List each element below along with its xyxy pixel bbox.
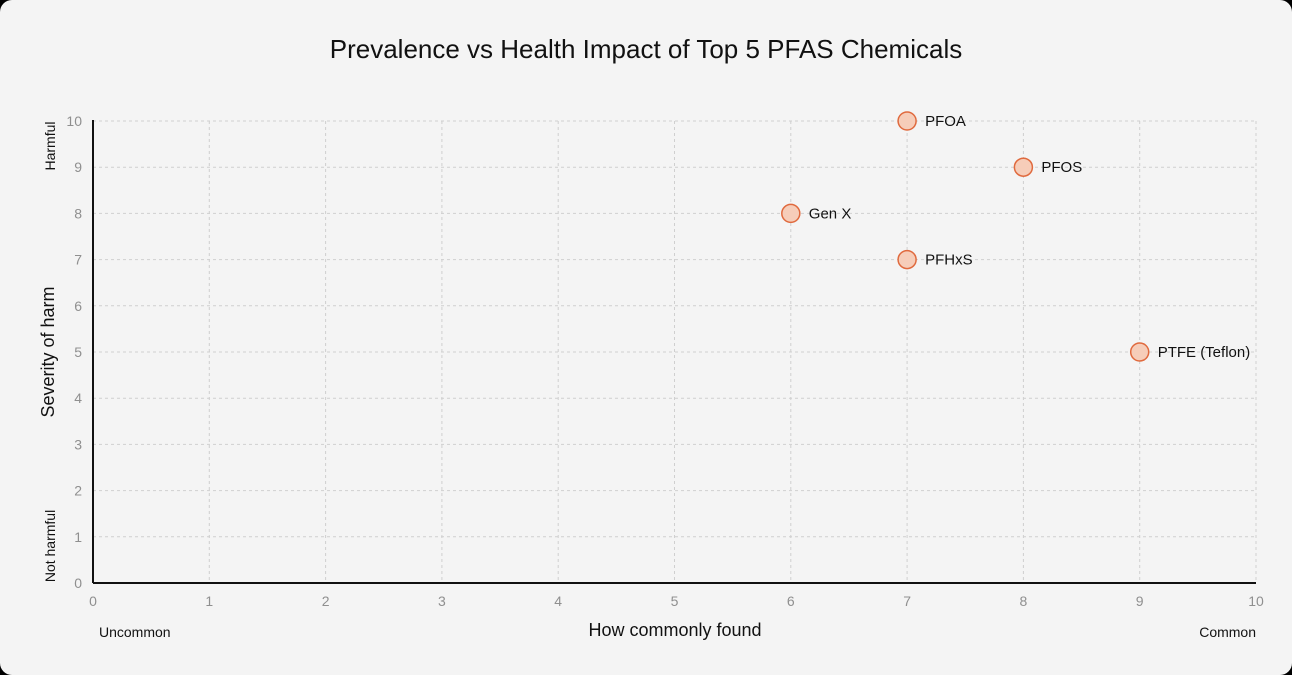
data-point xyxy=(1129,342,1150,362)
x-tick-label: 0 xyxy=(89,593,97,609)
chart-title: Prevalence vs Health Impact of Top 5 PFA… xyxy=(330,34,962,64)
data-point xyxy=(897,249,917,270)
x-tick-label: 5 xyxy=(671,593,679,609)
y-tick-label: 5 xyxy=(74,344,82,360)
data-point xyxy=(1013,157,1034,177)
x-tick-label: 10 xyxy=(1248,593,1264,609)
data-point-label: Gen X xyxy=(809,205,852,222)
data-point-group: PFOS xyxy=(1013,157,1082,177)
data-point-group: PTFE (Teflon) xyxy=(1129,342,1251,362)
data-point-label: PFOA xyxy=(925,113,966,130)
y-axis-high-label: Harmful xyxy=(42,121,58,170)
x-tick-label: 4 xyxy=(554,593,562,609)
x-axis-high-label: Common xyxy=(1199,624,1256,640)
data-point-label: PFOS xyxy=(1041,159,1082,176)
x-tick-label: 7 xyxy=(903,593,911,609)
y-tick-label: 4 xyxy=(74,390,82,406)
y-tick-label: 6 xyxy=(74,298,82,314)
grid xyxy=(93,120,1257,583)
x-tick-label: 9 xyxy=(1136,593,1144,609)
axes xyxy=(92,120,1256,584)
data-point-label: PTFE (Teflon) xyxy=(1158,344,1251,361)
x-tick-label: 1 xyxy=(205,593,213,609)
data-point xyxy=(781,203,801,224)
x-tick-label: 2 xyxy=(322,593,330,609)
x-tick-label: 8 xyxy=(1020,593,1028,609)
y-tick-label: 8 xyxy=(74,205,82,221)
y-tick-label: 2 xyxy=(74,483,82,499)
y-axis-title: Severity of harm xyxy=(38,286,58,417)
y-axis-low-label: Not harmful xyxy=(42,510,58,582)
y-tick-label: 10 xyxy=(66,113,82,129)
x-tick-label: 6 xyxy=(787,593,795,609)
y-tick-label: 9 xyxy=(74,159,82,175)
x-tick-label: 3 xyxy=(438,593,446,609)
y-tick-label: 7 xyxy=(74,252,82,268)
data-point-group: PFOA xyxy=(897,111,966,131)
tick-labels: 0 1 2 3 4 5 6 7 8 9 10 0 1 2 3 4 5 6 7 8 9 10 xyxy=(66,113,1264,609)
y-tick-label: 0 xyxy=(74,575,82,591)
data-point-label: PFHxS xyxy=(925,252,973,269)
y-tick-label: 3 xyxy=(74,436,82,452)
data-points: PFOA PFOS Gen X PFHxS PTFE (Teflon) xyxy=(781,111,1251,362)
data-point xyxy=(897,111,917,131)
x-axis-low-label: Uncommon xyxy=(99,624,171,640)
y-tick-label: 1 xyxy=(74,529,82,545)
x-axis-title: How commonly found xyxy=(588,620,761,640)
data-point-group: Gen X xyxy=(781,203,852,224)
data-point-group: PFHxS xyxy=(897,249,973,270)
